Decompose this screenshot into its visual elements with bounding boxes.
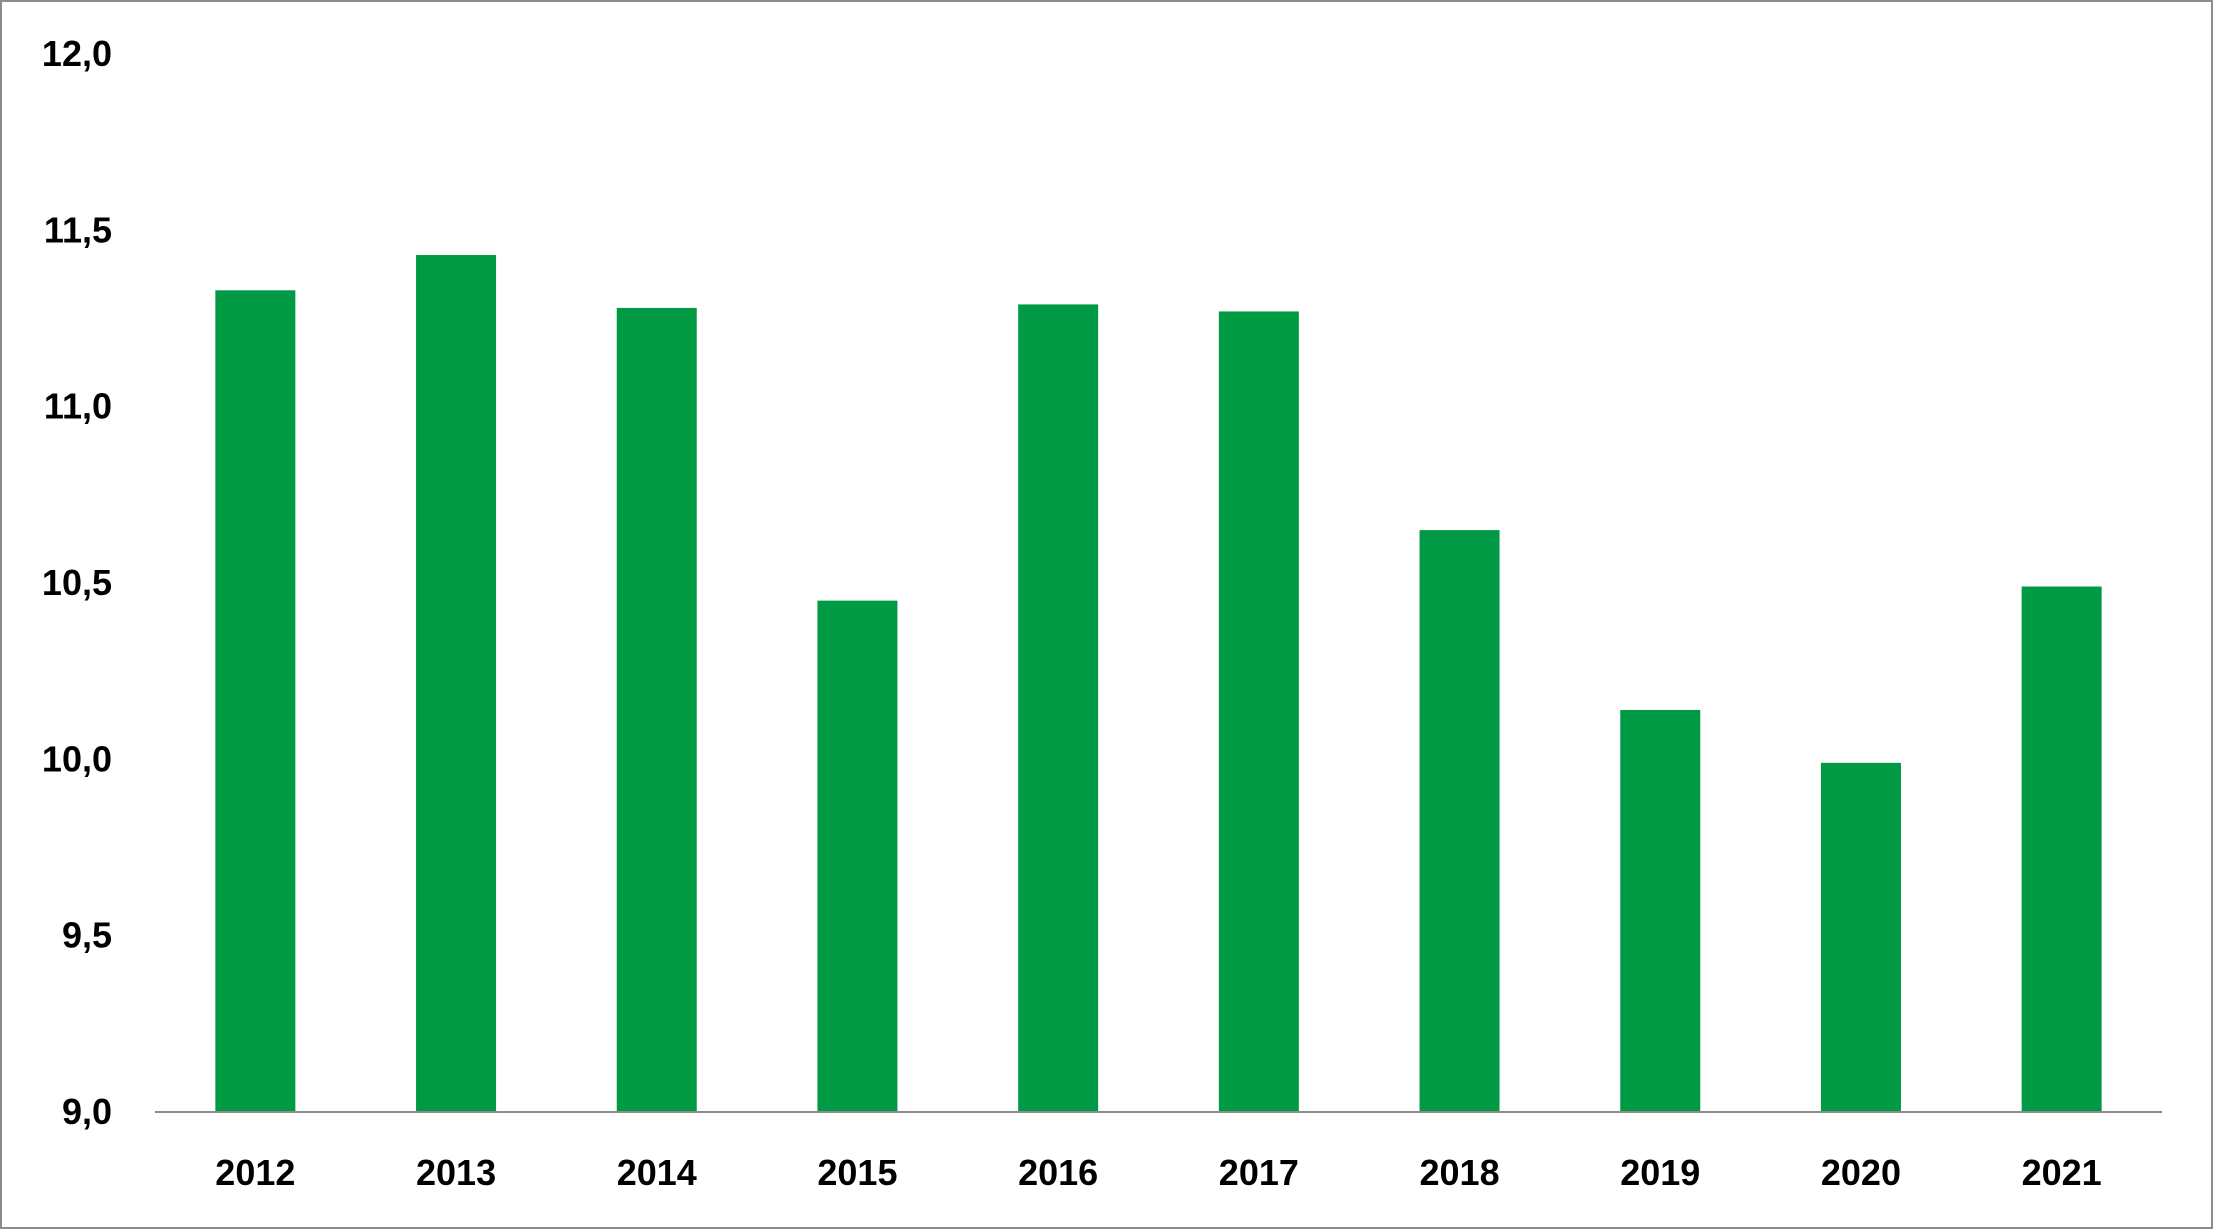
bar-2021 xyxy=(2021,586,2102,1112)
x-category-label: 2016 xyxy=(1018,1152,1098,1193)
bar-2014 xyxy=(616,307,697,1112)
x-category-label: 2014 xyxy=(617,1152,697,1193)
x-category-label: 2015 xyxy=(817,1152,897,1193)
bar-2015 xyxy=(817,600,898,1112)
x-category-label: 2012 xyxy=(215,1152,295,1193)
bar-2012 xyxy=(215,290,296,1113)
y-tick-label: 12,0 xyxy=(42,33,112,74)
y-tick-label: 11,5 xyxy=(44,209,112,250)
y-tick-label: 10,5 xyxy=(42,562,112,603)
x-category-label: 2013 xyxy=(416,1152,496,1193)
bars xyxy=(215,255,2102,1113)
y-tick-label: 11,0 xyxy=(44,386,112,427)
y-tick-label: 10,0 xyxy=(42,738,112,779)
y-tick-label: 9,5 xyxy=(62,915,112,956)
x-category-label: 2017 xyxy=(1219,1152,1299,1193)
bar-2016 xyxy=(1018,304,1099,1113)
bar-2019 xyxy=(1620,709,1701,1112)
x-category-label: 2018 xyxy=(1420,1152,1500,1193)
x-category-label: 2021 xyxy=(2022,1152,2102,1193)
bar-2018 xyxy=(1419,530,1500,1112)
bar-2020 xyxy=(1820,762,1901,1112)
x-category-label: 2020 xyxy=(1821,1152,1901,1193)
y-axis-tick-labels: 9,0 9,5 10,0 10,5 11,0 11,5 12,0 xyxy=(42,33,112,1132)
x-category-label: 2019 xyxy=(1620,1152,1700,1193)
bar-2013 xyxy=(416,255,497,1112)
y-tick-label: 9,0 xyxy=(62,1091,112,1132)
x-axis-category-labels: 2012 2013 2014 2015 2016 2017 2018 2019 2020 2021 xyxy=(215,1152,2101,1193)
bar-2017 xyxy=(1218,311,1299,1112)
